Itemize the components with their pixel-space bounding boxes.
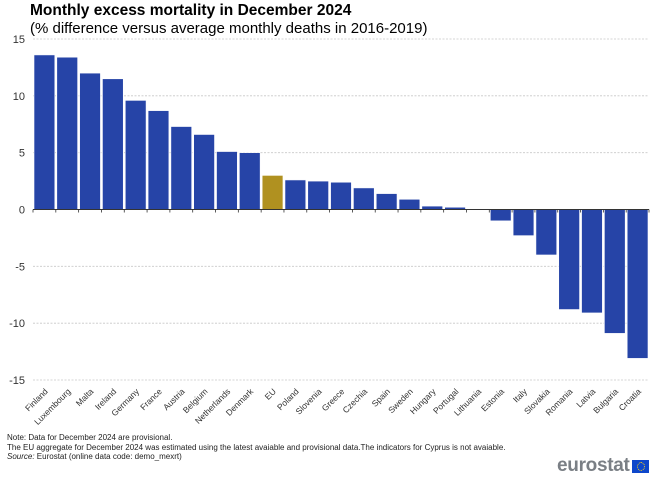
bar [56, 56, 78, 210]
x-tick-label: Bulgaria [591, 386, 620, 415]
y-tick-label: 5 [19, 148, 25, 160]
source-text: Eurostat (online data code: demo_mexrt) [34, 452, 182, 461]
bar [626, 209, 649, 359]
bar [421, 205, 443, 210]
bar [512, 209, 535, 236]
chart-title: Monthly excess mortality in December 202… [30, 2, 352, 19]
bar [261, 175, 284, 210]
gridlines [33, 38, 649, 381]
y-tick-label: -5 [15, 261, 25, 273]
bar [147, 110, 170, 210]
bar [170, 126, 193, 210]
y-tick-label: -15 [9, 375, 25, 387]
x-tick-label: Estonia [479, 386, 506, 413]
y-tick-label: 0 [19, 205, 25, 217]
source-label: Source: [7, 452, 35, 461]
chart-notes: Note: Data for December 2024 are provisi… [7, 433, 506, 462]
bar [489, 209, 512, 222]
note-provisional: Note: Data for December 2024 are provisi… [7, 433, 173, 442]
bar [581, 209, 603, 314]
bars [33, 54, 649, 359]
note-eu-aggregate: The EU aggregate for December 2024 was e… [7, 442, 506, 452]
eu-flag-icon [631, 459, 649, 473]
y-tick-label: 10 [13, 91, 25, 103]
bar [353, 187, 375, 210]
bar [33, 54, 56, 210]
y-axis: 15 10 5 0 -5 -10 -15 [9, 34, 25, 387]
x-tick-label: Croatia [617, 386, 644, 413]
bar [193, 134, 215, 210]
bar [604, 209, 626, 334]
bar [102, 78, 124, 210]
y-tick-label: 15 [13, 34, 25, 46]
x-tick-label: France [138, 386, 164, 412]
chart-subtitle: (% difference versus average monthly dea… [30, 20, 428, 37]
bar [239, 152, 261, 210]
bar [216, 151, 238, 210]
y-tick-label: -10 [9, 318, 25, 330]
bar [330, 181, 352, 210]
bar [558, 209, 580, 310]
eurostat-logo-text: eurostat [557, 455, 630, 476]
x-tick-label: Italy [511, 386, 530, 405]
eurostat-logo: eurostat [557, 455, 649, 477]
bar [398, 198, 421, 210]
bar [284, 179, 307, 210]
source-note: Source: Eurostat (online data code: demo… [7, 452, 506, 462]
bar [375, 193, 398, 210]
x-tick-label: Czechia [340, 386, 369, 415]
bar [307, 180, 329, 210]
bar [124, 100, 147, 210]
bar [535, 209, 558, 256]
bar [79, 72, 101, 210]
x-tick-label: EU [263, 386, 278, 401]
